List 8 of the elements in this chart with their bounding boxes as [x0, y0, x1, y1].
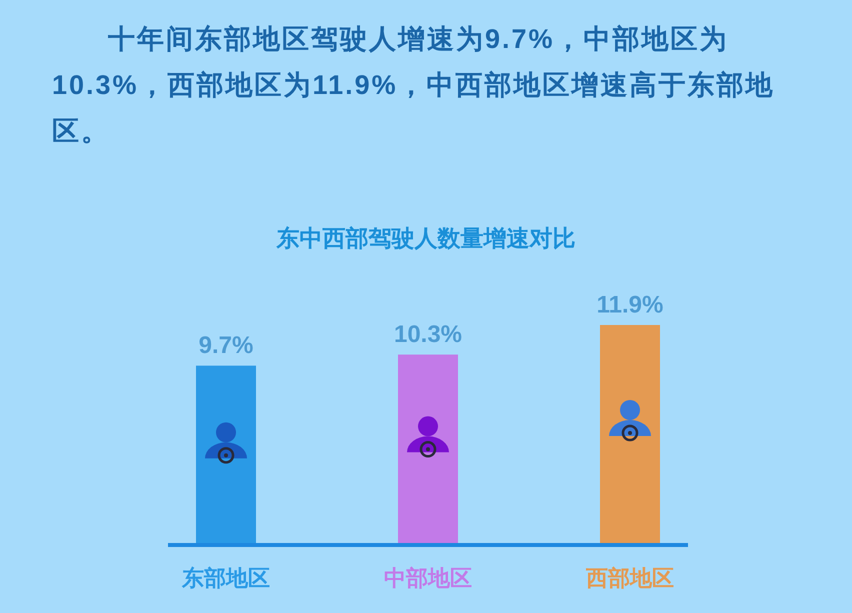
x-tick-label: 东部地区 [181, 566, 270, 590]
data-label: 10.3% [394, 321, 462, 348]
data-label: 11.9% [596, 292, 664, 318]
text: 十年间东部地区驾驶人增速为9.7%，中部地区为10.3%，西部地区为11.9%，中西部地区增速高于东部地区。 [52, 23, 776, 148]
chart-title: 东中西部驾驶人数量增速对比 [276, 225, 576, 251]
x-tick-label: 中部地区 [384, 566, 472, 590]
data-label: 9.7% [198, 332, 254, 360]
x-tick-label: 西部地区 [585, 566, 674, 590]
